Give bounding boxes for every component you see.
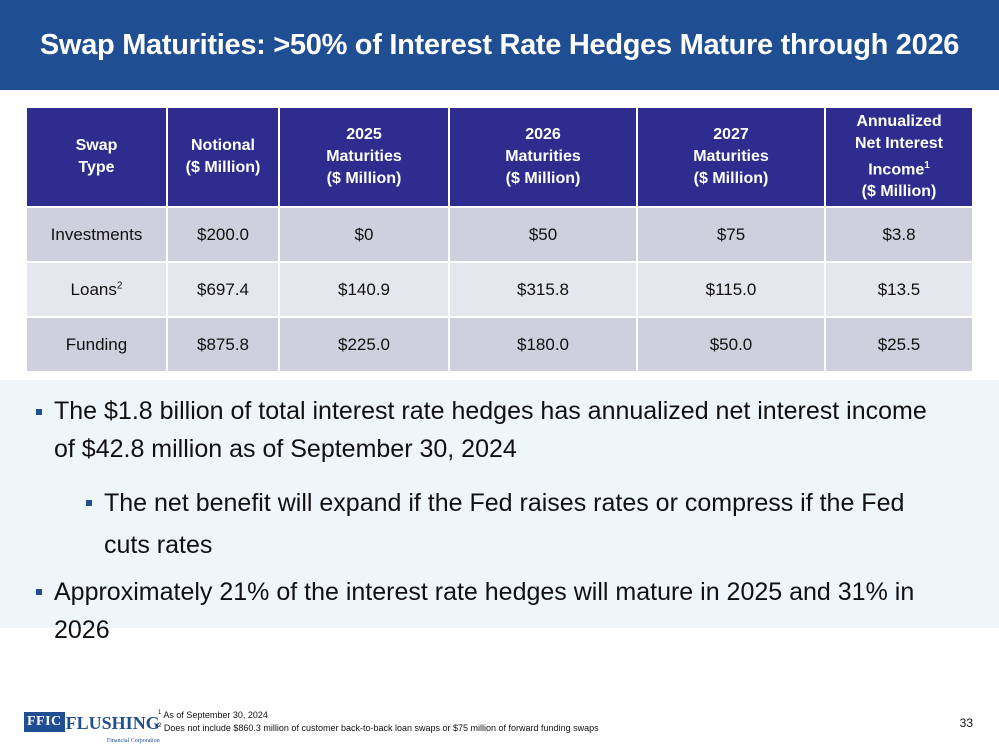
footnotes: 1 As of September 30, 2024 2 Does not in… bbox=[158, 708, 599, 734]
footnote-2: 2 Does not include $860.3 million of cus… bbox=[158, 723, 599, 733]
footnote-1: 1 As of September 30, 2024 bbox=[158, 710, 268, 720]
table-row: Loans2 $697.4 $140.9 $315.8 $115.0 $13.5 bbox=[27, 261, 972, 317]
swap-table-container: Swap Type Notional ($ Million) 2025 Matu… bbox=[27, 108, 972, 371]
cell-swap-type: Funding bbox=[27, 316, 168, 371]
cell-2026: $315.8 bbox=[449, 261, 638, 317]
swap-maturities-table: Swap Type Notional ($ Million) 2025 Matu… bbox=[27, 108, 972, 371]
sub-bullet-item: The net benefit will expand if the Fed r… bbox=[84, 482, 944, 566]
header-swap-type: Swap Type bbox=[27, 108, 168, 207]
slide-title: Swap Maturities: >50% of Interest Rate H… bbox=[39, 28, 960, 61]
logo-ffic-box: FFIC bbox=[24, 712, 65, 732]
cell-swap-type: Investments bbox=[27, 206, 168, 262]
table-header-row: Swap Type Notional ($ Million) 2025 Matu… bbox=[27, 108, 972, 207]
bullet-section: The $1.8 billion of total interest rate … bbox=[0, 380, 999, 644]
table-row: Investments $200.0 $0 $50 $75 $3.8 bbox=[27, 206, 972, 262]
table-row: Funding $875.8 $225.0 $180.0 $50.0 $25.5 bbox=[27, 316, 972, 371]
cell-2025: $0 bbox=[279, 206, 450, 262]
cell-2027: $50.0 bbox=[637, 316, 826, 371]
cell-2027: $75 bbox=[637, 206, 826, 262]
cell-nii: $13.5 bbox=[825, 261, 972, 317]
page-number: 33 bbox=[959, 716, 973, 730]
header-notional: Notional ($ Million) bbox=[167, 108, 280, 207]
bullet-item: The $1.8 billion of total interest rate … bbox=[34, 392, 954, 468]
cell-swap-type: Loans2 bbox=[27, 261, 168, 317]
square-bullet-icon bbox=[36, 589, 42, 595]
header-2027-maturities: 2027 Maturities ($ Million) bbox=[637, 108, 826, 207]
cell-nii: $3.8 bbox=[825, 206, 972, 262]
logo-name: FLUSHING Financial Corporation bbox=[66, 714, 160, 744]
header-annualized-nii: Annualized Net Interest Income1 ($ Milli… bbox=[825, 108, 972, 207]
cell-2025: $140.9 bbox=[279, 261, 450, 317]
logo-subtitle: Financial Corporation bbox=[106, 738, 160, 744]
bullet-item: Approximately 21% of the interest rate h… bbox=[34, 573, 974, 649]
cell-2026: $50 bbox=[449, 206, 638, 262]
cell-2026: $180.0 bbox=[449, 316, 638, 371]
cell-2027: $115.0 bbox=[637, 261, 826, 317]
square-bullet-icon bbox=[36, 409, 42, 415]
flushing-logo: FFIC FLUSHING Financial Corporation bbox=[24, 708, 160, 744]
cell-notional: $697.4 bbox=[167, 261, 280, 317]
cell-notional: $875.8 bbox=[167, 316, 280, 371]
square-bullet-icon bbox=[86, 500, 92, 506]
cell-2025: $225.0 bbox=[279, 316, 450, 371]
header-2026-maturities: 2026 Maturities ($ Million) bbox=[449, 108, 638, 207]
cell-nii: $25.5 bbox=[825, 316, 972, 371]
slide-title-bar: Swap Maturities: >50% of Interest Rate H… bbox=[0, 0, 999, 90]
cell-notional: $200.0 bbox=[167, 206, 280, 262]
header-2025-maturities: 2025 Maturities ($ Million) bbox=[279, 108, 450, 207]
